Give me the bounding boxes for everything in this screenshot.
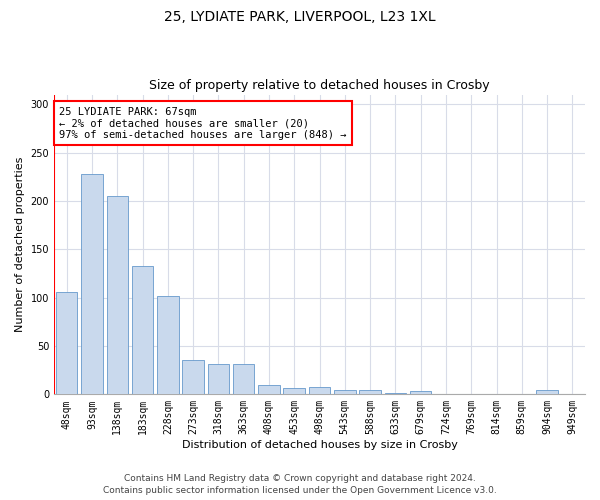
Y-axis label: Number of detached properties: Number of detached properties (15, 157, 25, 332)
Bar (359, 390, 381, 394)
X-axis label: Distribution of detached houses by size in Crosby: Distribution of detached houses by size … (182, 440, 457, 450)
Bar (182, 360, 204, 394)
Text: Contains HM Land Registry data © Crown copyright and database right 2024.
Contai: Contains HM Land Registry data © Crown c… (103, 474, 497, 495)
Bar (258, 384, 280, 394)
Title: Size of property relative to detached houses in Crosby: Size of property relative to detached ho… (149, 79, 490, 92)
Bar (208, 364, 229, 394)
Bar (107, 196, 128, 394)
Bar (81, 174, 103, 394)
Bar (283, 388, 305, 394)
Text: 25, LYDIATE PARK, LIVERPOOL, L23 1XL: 25, LYDIATE PARK, LIVERPOOL, L23 1XL (164, 10, 436, 24)
Bar (410, 392, 431, 394)
Bar (132, 266, 153, 394)
Bar (157, 296, 179, 394)
Bar (334, 390, 356, 394)
Text: 25 LYDIATE PARK: 67sqm
← 2% of detached houses are smaller (20)
97% of semi-deta: 25 LYDIATE PARK: 67sqm ← 2% of detached … (59, 106, 347, 140)
Bar (536, 390, 558, 394)
Bar (233, 364, 254, 394)
Bar (309, 386, 330, 394)
Bar (56, 292, 77, 394)
